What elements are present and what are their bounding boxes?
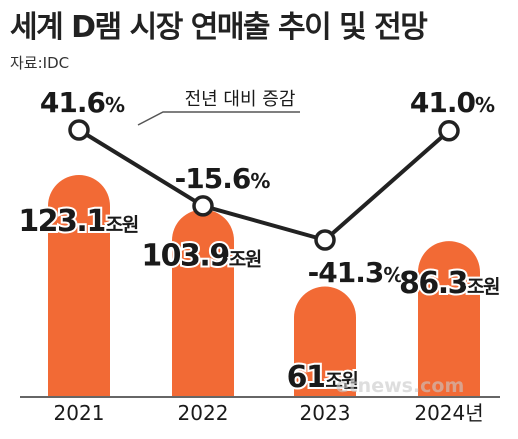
bar-value-label-2022: 103.9조원 [141, 238, 260, 273]
line-point-2021 [68, 119, 90, 141]
bar-2021 [48, 175, 110, 396]
bar-value-label-2023: 61조원 [287, 360, 358, 395]
legend-label: 전년 대비 증감 [185, 89, 296, 110]
legend-leader-line [137, 111, 300, 126]
bar-2023 [294, 286, 356, 396]
line-series-path [77, 128, 451, 242]
line-point-2024년 [438, 120, 460, 142]
x-tick-label-2023: 2023 [300, 401, 351, 425]
bar-2024년 [418, 241, 480, 396]
bar-value-label-2024년: 86.3조원 [399, 266, 499, 301]
source-label: 자료:IDC [10, 54, 70, 72]
x-tick-label-2021: 2021 [54, 401, 105, 425]
bar-value-label-2021: 123.1조원 [18, 204, 137, 239]
line-label-2021: 41.6% [40, 86, 125, 119]
line-point-2022 [192, 195, 214, 217]
line-label-2023: -41.3% [308, 256, 404, 289]
x-tick-label-2022: 2022 [178, 401, 229, 425]
x-tick-label-2024년: 2024년 [414, 401, 483, 425]
watermark: etnews.com [336, 375, 465, 397]
line-point-2023 [314, 229, 336, 251]
bar-2022 [172, 209, 234, 396]
chart-title: 세계 D램 시장 연매출 추이 및 전망 [10, 10, 428, 45]
line-label-2022: -15.6% [175, 162, 271, 195]
line-label-2024년: 41.0% [410, 86, 495, 119]
